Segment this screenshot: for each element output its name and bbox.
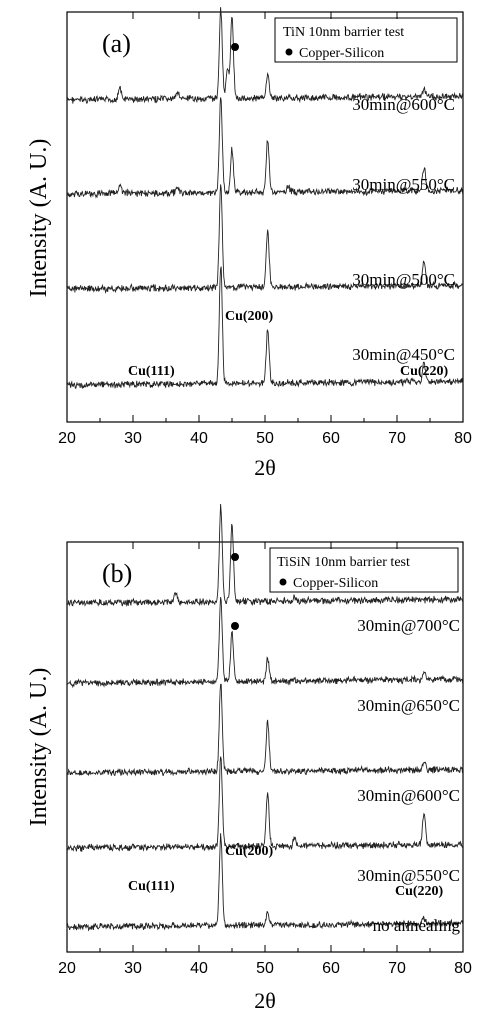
legend-title-a: TiN 10nm barrier test (283, 25, 404, 40)
x-tick-label: 60 (322, 430, 340, 447)
x-tick-label: 80 (454, 960, 472, 977)
series-label: 30min@700°C (357, 616, 460, 635)
copper-silicon-marker (231, 43, 239, 51)
legend-marker-label-a: Copper-Silicon (299, 46, 384, 61)
copper-silicon-markers-a (231, 43, 239, 51)
diffraction-line (66, 597, 464, 689)
peak-label: Cu(220) (395, 884, 444, 899)
panel-label-b: (b) (102, 559, 132, 588)
diffraction-line (66, 683, 464, 777)
y-axis-label-a: Intensity (A. U.) (26, 139, 52, 298)
legend-box-a (274, 17, 458, 63)
diffraction-line (66, 97, 464, 199)
series-labels-b: 30min@700°C 30min@650°C 30min@600°C 30min@5… (357, 616, 460, 935)
x-tick-label: 70 (388, 960, 406, 977)
series-lines-b (66, 503, 464, 932)
diffraction-line (66, 7, 464, 104)
peak-label: Cu(111) (128, 879, 175, 894)
series-label: 30min@550°C (352, 175, 455, 194)
legend-box-b (269, 547, 459, 593)
x-axis-label-b: 2θ (254, 988, 276, 1013)
x-tick-label: 70 (388, 430, 406, 447)
legend-marker-label-b: Copper-Silicon (293, 576, 378, 591)
legend-a: TiN 10nm barrier test Copper-Silicon (274, 17, 458, 63)
series-lines-a (66, 7, 464, 390)
x-tick-label: 20 (58, 430, 76, 447)
x-tick-label: 50 (256, 960, 274, 977)
x-tick-label: 50 (256, 430, 274, 447)
copper-silicon-legend-marker-b (279, 578, 287, 586)
series-label: 30min@450°C (352, 345, 455, 364)
peak-label: Cu(220) (400, 364, 449, 379)
panel-b: (b) TiSiN 10nm barrier test Copper-Silic… (26, 503, 472, 1013)
x-tick-label: 40 (190, 430, 208, 447)
x-axis-label-a: 2θ (254, 455, 276, 480)
x-tick-label: 60 (322, 960, 340, 977)
diffraction-line (66, 833, 464, 932)
x-tick-label: 30 (124, 430, 142, 447)
series-label: 30min@550°C (357, 866, 460, 885)
diffraction-line (67, 503, 464, 607)
legend-title-b: TiSiN 10nm barrier test (277, 555, 410, 570)
copper-silicon-legend-marker-a (285, 48, 293, 56)
diffraction-line (66, 756, 464, 852)
x-tick-label: 20 (58, 960, 76, 977)
peak-label: Cu(111) (128, 364, 175, 379)
series-labels-a: 30min@600°C 30min@550°C 30min@500°C 30min@4… (352, 95, 455, 364)
series-label: 30min@650°C (357, 696, 460, 715)
peak-labels-b: Cu(111) Cu(200) Cu(220) (128, 844, 444, 899)
y-axis-label-b: Intensity (A. U.) (26, 668, 52, 827)
diffraction-line (66, 184, 464, 294)
series-label: no annealing (373, 916, 461, 935)
x-ticks-b: 20 30 40 50 60 70 80 (58, 542, 472, 977)
diffraction-line (66, 266, 464, 390)
series-label: 30min@600°C (357, 786, 460, 805)
series-label: 30min@500°C (352, 270, 455, 289)
copper-silicon-marker (231, 622, 239, 630)
panel-label-a: (a) (102, 29, 131, 58)
x-tick-label: 40 (190, 960, 208, 977)
peak-labels-a: Cu(111) Cu(200) Cu(220) (128, 309, 449, 379)
legend-b: TiSiN 10nm barrier test Copper-Silicon (269, 547, 459, 593)
x-ticks-a: 20 30 40 50 60 70 80 (58, 12, 472, 447)
peak-label: Cu(200) (225, 844, 274, 859)
panel-a: (a) TiN 10nm barrier test Copper-Silicon… (26, 7, 472, 480)
x-tick-label: 30 (124, 960, 142, 977)
series-label: 30min@600°C (352, 95, 455, 114)
x-tick-label: 80 (454, 430, 472, 447)
copper-silicon-markers-b (231, 553, 239, 630)
peak-label: Cu(200) (225, 309, 274, 324)
copper-silicon-marker (231, 553, 239, 561)
